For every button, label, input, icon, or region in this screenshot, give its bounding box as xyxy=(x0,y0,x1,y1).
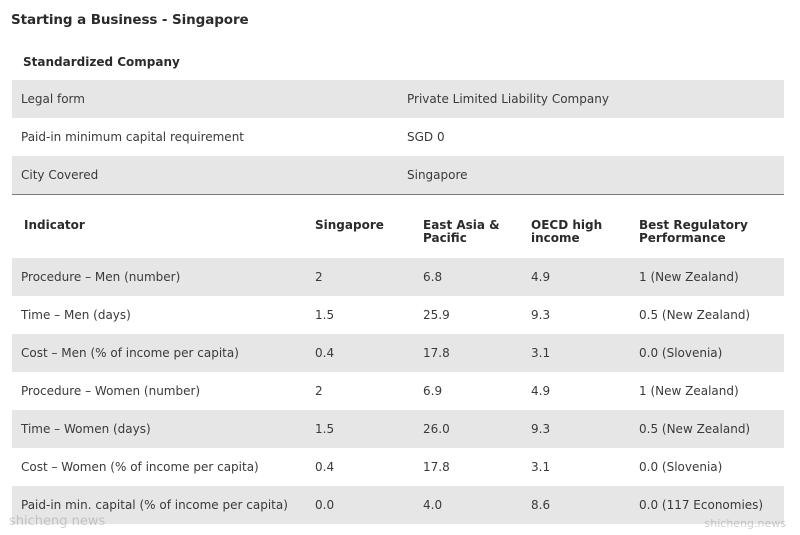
page-title: Starting a Business - Singapore xyxy=(11,12,249,28)
cell-best-performance: 0.0 (Slovenia) xyxy=(639,346,723,360)
cell-east-asia-pacific: 17.8 xyxy=(423,346,450,360)
cell-oecd-high-income: 4.9 xyxy=(531,270,551,284)
cell-best-performance: 0.5 (New Zealand) xyxy=(639,308,751,322)
table-row: Time – Women (days) 1.5 26.0 9.3 0.5 (Ne… xyxy=(12,410,784,448)
cell-east-asia-pacific: 17.8 xyxy=(423,460,450,474)
row-label: City Covered xyxy=(21,168,99,182)
company-row-min-capital: Paid-in minimum capital requirement SGD … xyxy=(12,118,784,156)
cell-best-performance: 0.5 (New Zealand) xyxy=(639,422,751,436)
cell-singapore: 0.4 xyxy=(315,460,335,474)
cell-singapore: 2 xyxy=(315,384,323,398)
row-value: Singapore xyxy=(407,168,468,182)
cell-best-performance: 0.0 (117 Economies) xyxy=(639,498,764,512)
table-row: Time – Men (days) 1.5 25.9 9.3 0.5 (New … xyxy=(12,296,784,334)
row-value: SGD 0 xyxy=(407,130,445,144)
table-row: Cost – Women (% of income per capita) 0.… xyxy=(12,448,784,486)
cell-singapore: 0.0 xyxy=(315,498,335,512)
header-indicator: Indicator xyxy=(24,218,85,232)
header-oecd-high-income: OECD high income xyxy=(531,218,603,245)
cell-east-asia-pacific: 26.0 xyxy=(423,422,450,436)
watermark-left: shicheng news xyxy=(9,514,106,529)
row-label: Legal form xyxy=(21,92,85,106)
table-row: Procedure – Women (number) 2 6.9 4.9 1 (… xyxy=(12,372,784,410)
cell-indicator: Procedure – Women (number) xyxy=(21,384,201,398)
section-heading: Standardized Company xyxy=(23,55,180,69)
cell-singapore: 1.5 xyxy=(315,308,335,322)
table-header-row: Indicator Singapore East Asia & Pacific … xyxy=(12,196,784,258)
row-value: Private Limited Liability Company xyxy=(407,92,609,106)
watermark-right: shicheng.news xyxy=(704,517,786,530)
cell-best-performance: 1 (New Zealand) xyxy=(639,270,739,284)
cell-indicator: Cost – Women (% of income per capita) xyxy=(21,460,259,474)
cell-singapore: 0.4 xyxy=(315,346,335,360)
company-row-city: City Covered Singapore xyxy=(12,156,784,194)
cell-oecd-high-income: 3.1 xyxy=(531,346,551,360)
cell-singapore: 1.5 xyxy=(315,422,335,436)
cell-indicator: Time – Men (days) xyxy=(21,308,131,322)
cell-indicator: Paid-in min. capital (% of income per ca… xyxy=(21,498,288,512)
cell-best-performance: 0.0 (Slovenia) xyxy=(639,460,723,474)
cell-east-asia-pacific: 4.0 xyxy=(423,498,443,512)
cell-best-performance: 1 (New Zealand) xyxy=(639,384,739,398)
table-row: Paid-in min. capital (% of income per ca… xyxy=(12,486,784,524)
row-label: Paid-in minimum capital requirement xyxy=(21,130,245,144)
cell-indicator: Cost – Men (% of income per capita) xyxy=(21,346,239,360)
standardized-company-section: Standardized Company Legal form Private … xyxy=(12,44,784,195)
table-row: Procedure – Men (number) 2 6.8 4.9 1 (Ne… xyxy=(12,258,784,296)
header-best-regulatory-performance: Best Regulatory Performance xyxy=(639,218,748,245)
cell-east-asia-pacific: 6.9 xyxy=(423,384,443,398)
cell-oecd-high-income: 4.9 xyxy=(531,384,551,398)
cell-oecd-high-income: 9.3 xyxy=(531,308,551,322)
header-east-asia-pacific: East Asia & Pacific xyxy=(423,218,500,245)
cell-east-asia-pacific: 25.9 xyxy=(423,308,450,322)
section-divider xyxy=(12,194,784,195)
cell-oecd-high-income: 8.6 xyxy=(531,498,551,512)
cell-east-asia-pacific: 6.8 xyxy=(423,270,443,284)
cell-singapore: 2 xyxy=(315,270,323,284)
cell-oecd-high-income: 9.3 xyxy=(531,422,551,436)
indicator-table: Indicator Singapore East Asia & Pacific … xyxy=(12,196,784,524)
cell-oecd-high-income: 3.1 xyxy=(531,460,551,474)
company-row-legal-form: Legal form Private Limited Liability Com… xyxy=(12,80,784,118)
cell-indicator: Procedure – Men (number) xyxy=(21,270,181,284)
table-row: Cost – Men (% of income per capita) 0.4 … xyxy=(12,334,784,372)
cell-indicator: Time – Women (days) xyxy=(21,422,151,436)
header-singapore: Singapore xyxy=(315,218,384,232)
